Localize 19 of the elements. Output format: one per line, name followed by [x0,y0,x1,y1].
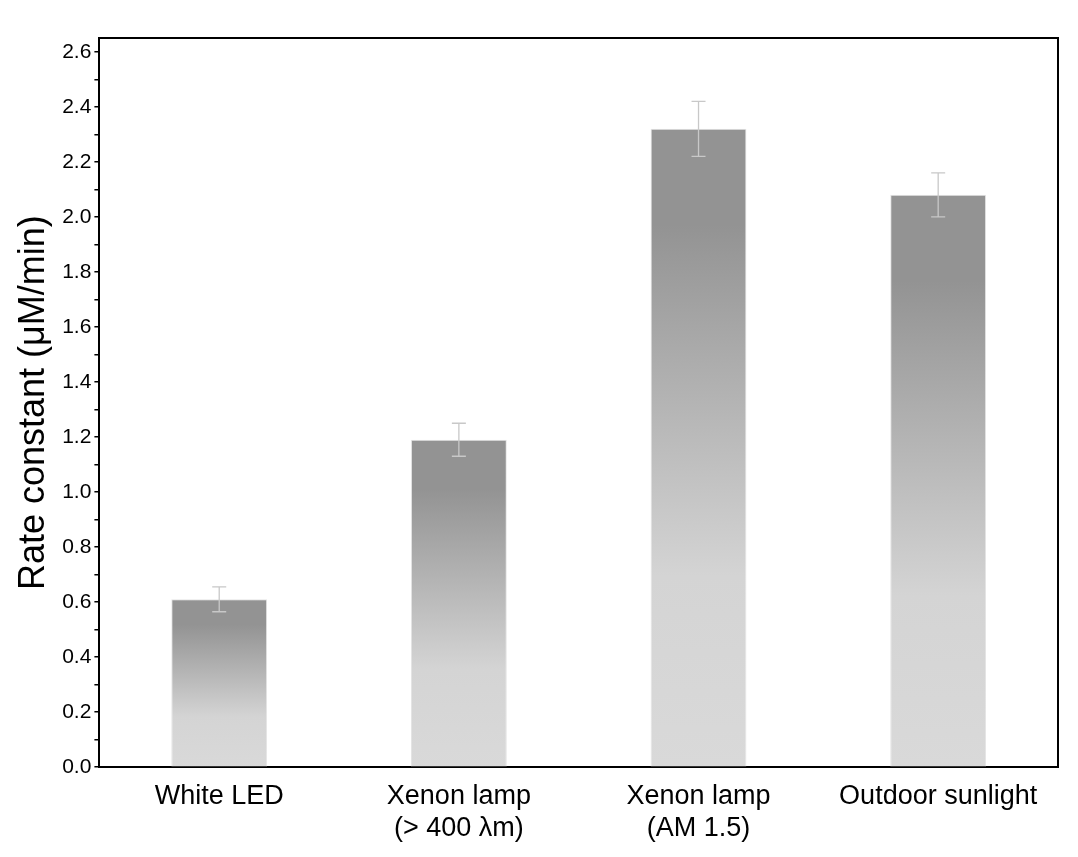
y-tick-label: 1.4 [62,368,92,392]
y-tick-label: 0.2 [62,698,92,722]
x-tick-label: Xenon lamp (AM 1.5) [626,779,771,843]
y-tick-label: 0.8 [62,533,92,557]
x-tick-label: Outdoor sunlight [839,779,1038,810]
y-tick-label: 1.0 [62,478,92,502]
x-tick-label: Xenon lamp (> 400 λm) [386,779,531,843]
y-tick-label: 1.2 [62,423,92,447]
y-tick-label: 2.0 [62,203,92,227]
y-tick-label: 1.6 [62,313,92,337]
y-tick-label: 0.4 [62,643,92,667]
y-tick-label: 2.2 [62,148,92,172]
y-tick-label: 0.6 [62,588,92,612]
y-tick-label: 2.4 [62,93,92,117]
x-tick-label: White LED [154,779,284,810]
y-tick-label: 1.8 [62,258,92,282]
y-tick-label: 2.6 [62,38,92,62]
y-axis-title: Rate constant (μM/min) [10,215,52,591]
y-tick-label: 0.0 [62,754,92,777]
